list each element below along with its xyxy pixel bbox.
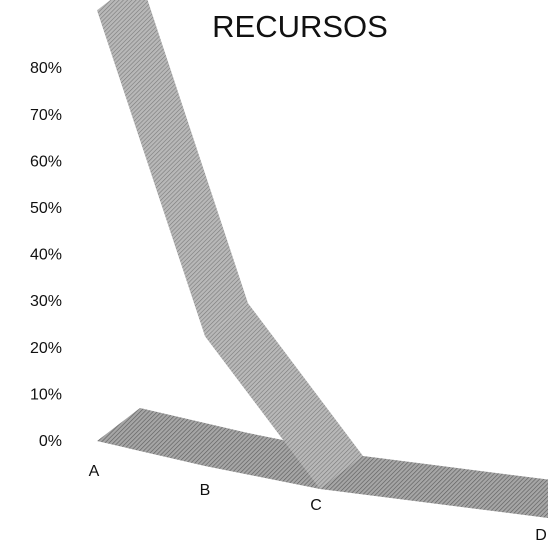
- y-tick-label: 70%: [30, 107, 62, 124]
- y-tick-label: 10%: [30, 386, 62, 403]
- x-category-label: C: [310, 497, 322, 514]
- y-axis: 0% 10% 20% 30% 40% 50% 60% 70% 80%: [30, 60, 62, 450]
- ribbon-segment: [97, 0, 248, 337]
- y-tick-label: 40%: [30, 247, 62, 264]
- y-tick-label: 50%: [30, 200, 62, 217]
- y-tick-label: 30%: [30, 293, 62, 310]
- x-category-label: B: [200, 482, 211, 499]
- y-tick-label: 60%: [30, 153, 62, 170]
- y-tick-label: 80%: [30, 60, 62, 77]
- y-tick-label: 20%: [30, 340, 62, 357]
- y-tick-label: 0%: [39, 433, 62, 450]
- x-category-label: D: [535, 527, 547, 544]
- ribbon-segment: [205, 303, 363, 489]
- x-category-label: A: [89, 463, 100, 480]
- series-ribbon: [97, 0, 363, 489]
- chart-title: RECURSOS: [212, 9, 388, 44]
- x-axis: A B C D: [89, 463, 547, 544]
